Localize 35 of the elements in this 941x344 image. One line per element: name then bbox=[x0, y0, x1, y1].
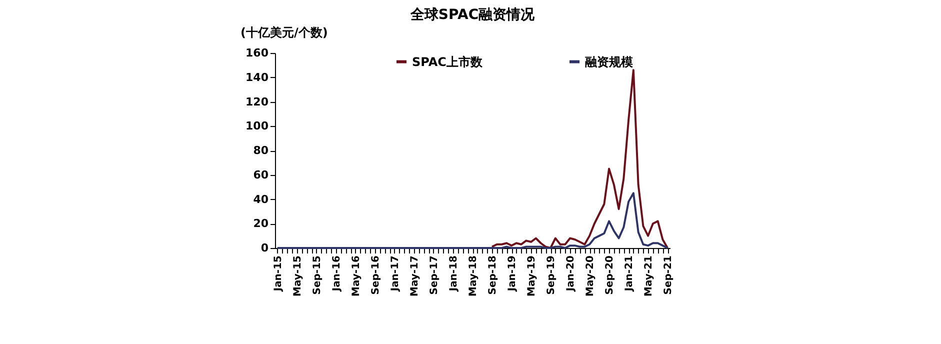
x-tick-label: Jan-19 bbox=[507, 255, 518, 292]
x-tick-label: Sep-18 bbox=[488, 255, 499, 295]
y-tick-label: 120 bbox=[246, 95, 269, 108]
y-tick-label: 140 bbox=[246, 70, 269, 84]
x-tick-label: May-20 bbox=[585, 255, 596, 296]
y-tick-label: 20 bbox=[253, 217, 269, 230]
legend-label: SPAC上市数 bbox=[412, 54, 484, 69]
x-tick-label: Sep-21 bbox=[663, 255, 674, 295]
y-tick-label: 160 bbox=[246, 46, 269, 60]
x-tick-label: Jan-15 bbox=[272, 255, 284, 292]
x-tick-label: Sep-20 bbox=[604, 255, 616, 295]
y-tick-label: 60 bbox=[253, 168, 269, 182]
x-tick-label: May-15 bbox=[292, 255, 304, 296]
legend-label: 融资规模 bbox=[585, 54, 633, 69]
y-tick-label: 100 bbox=[246, 120, 269, 133]
x-tick-label: Jan-21 bbox=[624, 255, 636, 292]
x-tick-label: Jan-18 bbox=[448, 255, 460, 292]
y-tick-label: 0 bbox=[260, 242, 269, 254]
x-tick-label: May-19 bbox=[526, 255, 538, 296]
x-tick-label: Sep-15 bbox=[312, 255, 323, 295]
x-tick-label: Sep-16 bbox=[370, 255, 382, 295]
x-tick-label: Jan-17 bbox=[390, 255, 401, 292]
chart-title: 全球SPAC融资情况 bbox=[409, 7, 536, 23]
y-axis-title: (十亿美元/个数) bbox=[240, 26, 328, 40]
x-tick-label: Jan-20 bbox=[566, 255, 577, 292]
x-tick-label: May-18 bbox=[468, 255, 479, 296]
x-tick-label: May-16 bbox=[350, 255, 362, 296]
x-tick-label: Sep-17 bbox=[428, 255, 440, 295]
x-tick-label: May-17 bbox=[409, 255, 420, 296]
x-tick-label: May-21 bbox=[644, 255, 655, 296]
y-tick-label: 80 bbox=[253, 144, 269, 157]
line-series bbox=[491, 69, 669, 249]
x-tick-label: Sep-19 bbox=[546, 255, 558, 295]
x-tick-label: Jan-16 bbox=[331, 255, 342, 292]
y-tick-label: 40 bbox=[253, 192, 269, 206]
